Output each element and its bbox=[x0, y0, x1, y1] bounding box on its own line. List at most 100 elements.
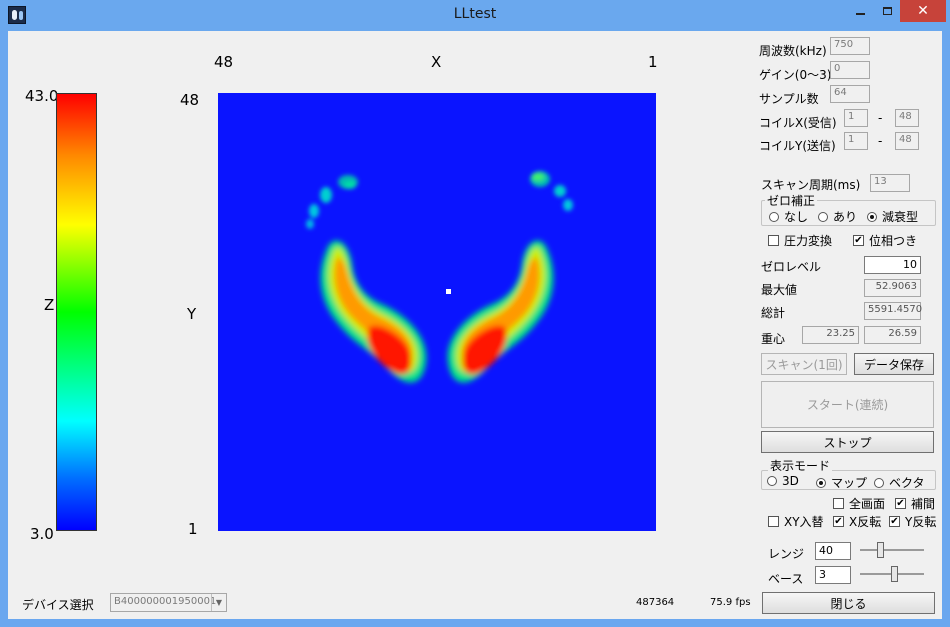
coil-x-label: コイルX(受信) bbox=[759, 116, 837, 130]
display-mode-group bbox=[761, 470, 936, 490]
radio-icon bbox=[874, 477, 884, 488]
centroid-marker bbox=[446, 289, 451, 294]
centroid-y-field: 26.59 bbox=[864, 326, 921, 344]
right-footprint bbox=[447, 171, 573, 383]
radio-selected-icon bbox=[867, 211, 877, 222]
maximize-icon bbox=[882, 7, 892, 15]
checkmark-icon: ✔ bbox=[895, 498, 906, 509]
with-phase-checkbox[interactable]: ✔ 位相つき bbox=[853, 234, 918, 248]
checkbox-icon bbox=[768, 235, 779, 246]
y-axis-top-tick: 48 bbox=[180, 91, 200, 109]
base-slider[interactable] bbox=[860, 566, 924, 582]
stop-button[interactable]: ストップ bbox=[761, 431, 934, 453]
minimize-icon bbox=[855, 13, 865, 15]
checkbox-icon bbox=[768, 516, 779, 527]
start-continuous-button[interactable]: スタート(連続) bbox=[761, 381, 934, 428]
main-window: 43.0 Z 3.0 48 X 1 48 Y 1 bbox=[8, 31, 942, 619]
display-mode-vector-radio[interactable]: ベクタ bbox=[874, 474, 925, 491]
coil-y-label: コイルY(送信) bbox=[759, 139, 836, 153]
samples-label: サンプル数 bbox=[759, 92, 819, 106]
scan-period-field: 13 bbox=[870, 174, 910, 192]
y-flip-checkbox[interactable]: ✔ Y反転 bbox=[889, 515, 937, 529]
pressure-convert-checkbox[interactable]: 圧力変換 bbox=[768, 232, 832, 249]
maximize-button[interactable] bbox=[873, 0, 901, 22]
xy-swap-checkbox[interactable]: XY入替 bbox=[768, 513, 824, 530]
zero-correction-on-radio[interactable]: あり bbox=[818, 208, 857, 225]
slider-thumb[interactable] bbox=[877, 542, 884, 558]
radio-icon bbox=[767, 476, 777, 486]
chevron-down-icon[interactable]: ▼ bbox=[211, 594, 226, 611]
close-icon: ✕ bbox=[917, 3, 929, 19]
x-axis-right-tick: 1 bbox=[648, 53, 658, 71]
base-input[interactable]: 3 bbox=[815, 566, 851, 584]
coil-y-to-field: 48 bbox=[895, 132, 919, 150]
zero-correction-group bbox=[761, 200, 936, 226]
device-select[interactable]: B400000001950001 ▼ bbox=[110, 593, 227, 612]
colorbar bbox=[56, 93, 97, 531]
app-icon bbox=[8, 6, 26, 24]
frequency-label: 周波数(kHz) bbox=[759, 44, 827, 58]
total-label: 総計 bbox=[761, 306, 786, 320]
coil-y-separator: - bbox=[878, 134, 883, 148]
slider-track bbox=[860, 549, 924, 551]
device-select-value: B400000001950001 bbox=[114, 596, 217, 607]
save-data-button[interactable]: データ保存 bbox=[854, 353, 934, 375]
radio-icon bbox=[769, 211, 779, 222]
interpolate-checkbox[interactable]: ✔ 補間 bbox=[895, 497, 936, 511]
y-axis-bottom-tick: 1 bbox=[188, 520, 198, 538]
slider-thumb[interactable] bbox=[891, 566, 898, 582]
radio-selected-icon bbox=[816, 477, 826, 488]
range-input[interactable]: 40 bbox=[815, 542, 851, 560]
colorbar-max-label: 43.0 bbox=[25, 87, 59, 105]
pressure-map-canvas bbox=[306, 171, 573, 383]
pressure-map[interactable] bbox=[218, 93, 656, 531]
samples-field: 64 bbox=[830, 85, 870, 103]
full-screen-checkbox[interactable]: 全画面 bbox=[833, 495, 885, 512]
coil-y-from-field: 1 bbox=[844, 132, 868, 150]
display-mode-map-radio[interactable]: マップ bbox=[816, 474, 867, 491]
max-value-field: 52.9063 bbox=[864, 279, 921, 297]
colorbar-axis-label: Z bbox=[44, 296, 55, 314]
zero-correction-title: ゼロ補正 bbox=[765, 192, 818, 209]
base-label: ベース bbox=[768, 572, 804, 586]
left-footprint bbox=[306, 175, 427, 383]
scan-once-button[interactable]: スキャン(1回) bbox=[761, 353, 847, 375]
fps-readout: 75.9 fps bbox=[710, 597, 751, 608]
centroid-x-field: 23.25 bbox=[802, 326, 859, 344]
zero-level-label: ゼロレベル bbox=[761, 260, 822, 274]
scan-period-label: スキャン周期(ms) bbox=[761, 178, 861, 192]
centroid-label: 重心 bbox=[761, 332, 786, 346]
coil-x-from-field: 1 bbox=[844, 109, 868, 127]
y-axis-label: Y bbox=[187, 305, 197, 323]
title-bar[interactable]: LLtest ✕ bbox=[0, 0, 950, 31]
x-axis-left-tick: 48 bbox=[214, 53, 234, 71]
max-value-label: 最大値 bbox=[761, 283, 798, 297]
display-mode-title: 表示モード bbox=[768, 457, 833, 474]
range-label: レンジ bbox=[768, 547, 805, 561]
frame-counter: 487364 bbox=[636, 597, 675, 608]
zero-level-input[interactable]: 10 bbox=[864, 256, 921, 274]
window-title: LLtest bbox=[453, 6, 497, 22]
device-select-label: デバイス選択 bbox=[22, 598, 94, 612]
colorbar-min-label: 3.0 bbox=[30, 525, 54, 543]
frequency-field: 750 bbox=[830, 37, 870, 55]
x-axis-label: X bbox=[431, 53, 442, 71]
zero-correction-none-radio[interactable]: なし bbox=[769, 208, 808, 225]
zero-correction-decay-radio[interactable]: 減衰型 bbox=[867, 208, 918, 225]
checkbox-icon bbox=[833, 498, 844, 509]
minimize-button[interactable] bbox=[846, 0, 874, 22]
coil-x-to-field: 48 bbox=[895, 109, 919, 127]
range-slider[interactable] bbox=[860, 542, 924, 558]
checkmark-icon: ✔ bbox=[853, 235, 864, 246]
x-flip-checkbox[interactable]: ✔ X反転 bbox=[833, 515, 882, 529]
radio-icon bbox=[818, 211, 828, 222]
gain-label: ゲイン(0〜3) bbox=[759, 68, 832, 82]
total-field: 5591.4570 bbox=[864, 302, 922, 320]
close-window-button[interactable]: ✕ bbox=[900, 0, 946, 22]
close-button[interactable]: 閉じる bbox=[762, 592, 935, 614]
display-mode-3d-radio[interactable]: 3D bbox=[767, 474, 799, 488]
checkmark-icon: ✔ bbox=[889, 516, 900, 527]
gain-field: 0 bbox=[830, 61, 870, 79]
checkmark-icon: ✔ bbox=[833, 516, 844, 527]
coil-x-separator: - bbox=[878, 111, 883, 125]
